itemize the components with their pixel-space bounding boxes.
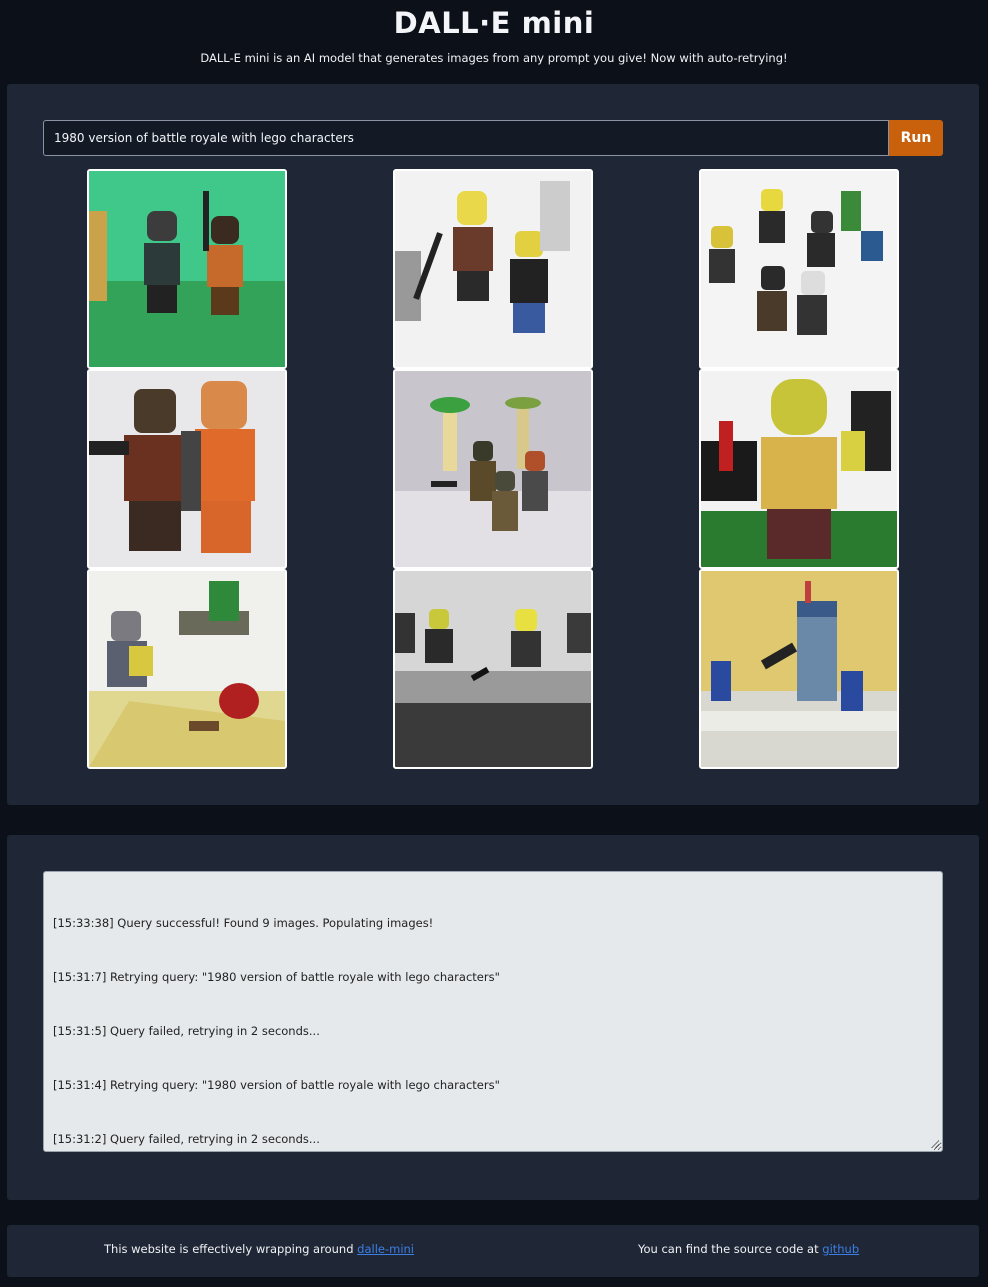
footer: This website is effectively wrapping aro… bbox=[7, 1225, 979, 1277]
footer-source: You can find the source code at github bbox=[638, 1242, 859, 1256]
lego-image-4 bbox=[89, 371, 285, 567]
lego-image-8 bbox=[395, 571, 591, 767]
result-image-2[interactable] bbox=[393, 169, 593, 369]
result-image-5[interactable] bbox=[393, 369, 593, 569]
result-image-7[interactable] bbox=[87, 569, 287, 769]
resize-grip-icon[interactable] bbox=[931, 1140, 939, 1148]
result-image-9[interactable] bbox=[699, 569, 899, 769]
header: DALL·E mini DALL-E mini is an AI model t… bbox=[0, 0, 988, 84]
footer-credit: This website is effectively wrapping aro… bbox=[104, 1242, 414, 1256]
lego-image-7 bbox=[89, 571, 285, 767]
generator-panel: Run bbox=[7, 84, 979, 805]
lego-image-3 bbox=[701, 171, 897, 367]
run-button[interactable]: Run bbox=[889, 120, 943, 156]
lego-image-9 bbox=[701, 571, 897, 767]
footer-credit-text: This website is effectively wrapping aro… bbox=[104, 1242, 358, 1256]
result-image-3[interactable] bbox=[699, 169, 899, 369]
lego-image-6 bbox=[701, 371, 897, 567]
result-image-8[interactable] bbox=[393, 569, 593, 769]
result-image-6[interactable] bbox=[699, 369, 899, 569]
lego-image-5 bbox=[395, 371, 591, 567]
result-image-1[interactable] bbox=[87, 169, 287, 369]
lego-image-1 bbox=[89, 171, 285, 367]
log-line: [15:33:38] Query successful! Found 9 ima… bbox=[53, 916, 434, 930]
lego-image-2 bbox=[395, 171, 591, 367]
prompt-input[interactable] bbox=[43, 120, 889, 156]
log-textarea[interactable]: [15:33:38] Query successful! Found 9 ima… bbox=[43, 871, 943, 1152]
log-line: [15:31:2] Query failed, retrying in 2 se… bbox=[53, 1132, 320, 1146]
log-panel: [15:33:38] Query successful! Found 9 ima… bbox=[7, 835, 979, 1200]
dalle-mini-link[interactable]: dalle-mini bbox=[357, 1242, 414, 1256]
log-line: [15:31:5] Query failed, retrying in 2 se… bbox=[53, 1024, 320, 1038]
page-subtitle: DALL-E mini is an AI model that generate… bbox=[200, 51, 788, 65]
result-image-4[interactable] bbox=[87, 369, 287, 569]
log-line: [15:31:4] Retrying query: "1980 version … bbox=[53, 1078, 500, 1092]
page-title: DALL·E mini bbox=[393, 6, 595, 40]
log-line: [15:31:7] Retrying query: "1980 version … bbox=[53, 970, 500, 984]
github-link[interactable]: github bbox=[822, 1242, 860, 1256]
footer-source-text: You can find the source code at bbox=[638, 1242, 823, 1256]
